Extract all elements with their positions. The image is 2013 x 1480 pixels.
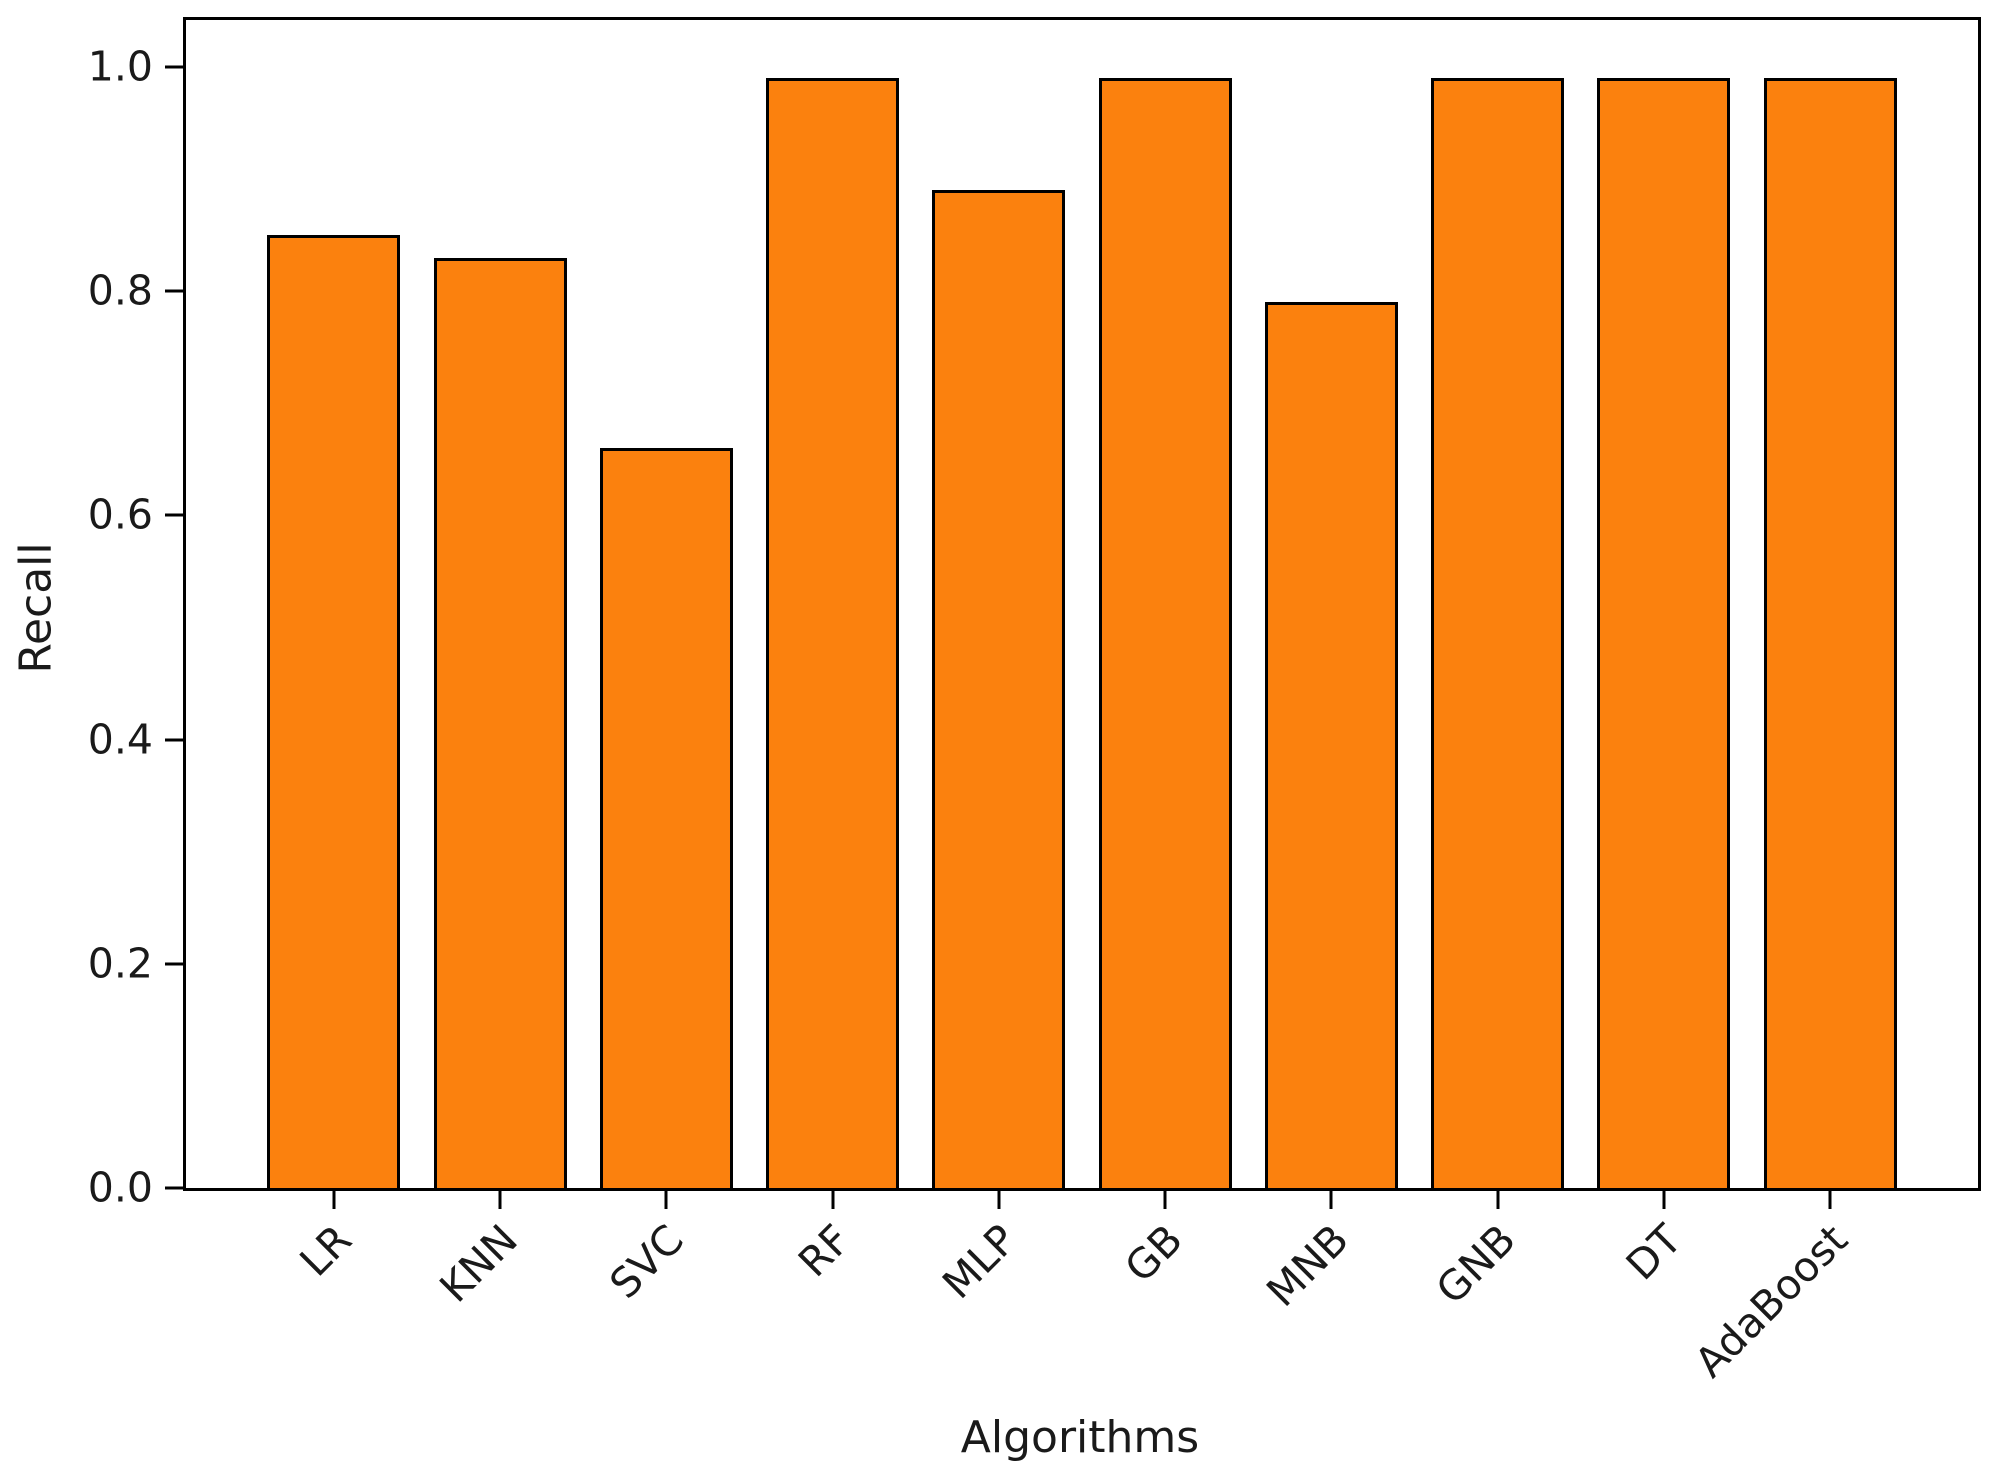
x-tick-label-KNN: KNN [430,1215,528,1312]
x-tick-mark [1329,1191,1333,1209]
x-tick-label-MLP: MLP [933,1215,1026,1309]
y-tick-mark [165,513,183,517]
y-tick-mark [165,1186,183,1190]
x-axis-label: Algorithms [960,1412,1200,1463]
x-tick-label-GB: GB [1115,1215,1192,1292]
y-tick-mark [165,962,183,966]
x-tick-label-RF: RF [788,1215,860,1287]
x-tick-mark [1828,1191,1832,1209]
y-tick-mark [165,65,183,69]
y-tick-label-0.2: 0.2 [87,939,153,988]
y-tick-label-0.4: 0.4 [87,715,153,764]
y-tick-label-0.0: 0.0 [87,1163,153,1212]
x-tick-mark [1662,1191,1666,1209]
x-tick-mark [1496,1191,1500,1209]
y-tick-mark [165,738,183,742]
bar-LR [267,235,401,1188]
x-tick-mark [1163,1191,1167,1209]
y-axis-label: Recall [10,542,62,674]
bar-KNN [433,257,567,1188]
x-tick-label-LR: LR [290,1215,361,1286]
bar-DT [1597,78,1731,1188]
x-tick-label-AdaBoost: AdaBoost [1685,1215,1857,1387]
x-tick-label-GNB: GNB [1426,1215,1525,1314]
x-tick-mark [332,1191,336,1209]
bar-SVC [599,448,733,1188]
x-tick-label-MNB: MNB [1257,1215,1359,1316]
x-tick-mark [831,1191,835,1209]
x-tick-label-SVC: SVC [600,1215,694,1308]
bar-MNB [1264,302,1398,1188]
x-tick-mark [997,1191,1001,1209]
bar-RF [766,78,900,1188]
y-tick-label-0.6: 0.6 [87,490,153,539]
x-tick-label-DT: DT [1616,1215,1691,1290]
y-tick-label-1.0: 1.0 [87,42,153,91]
x-tick-mark [664,1191,668,1209]
bar-GB [1098,78,1232,1188]
y-tick-mark [165,289,183,293]
y-tick-label-0.8: 0.8 [87,266,153,315]
bar-GNB [1431,78,1565,1188]
bar-MLP [932,190,1066,1188]
bar-AdaBoost [1763,78,1897,1188]
plot-area: LR KNN SVC RF MLP GB MNB GNB DT AdaBoost 0.0 0.2 0.4… [88,17,1981,1387]
x-tick-mark [498,1191,502,1209]
